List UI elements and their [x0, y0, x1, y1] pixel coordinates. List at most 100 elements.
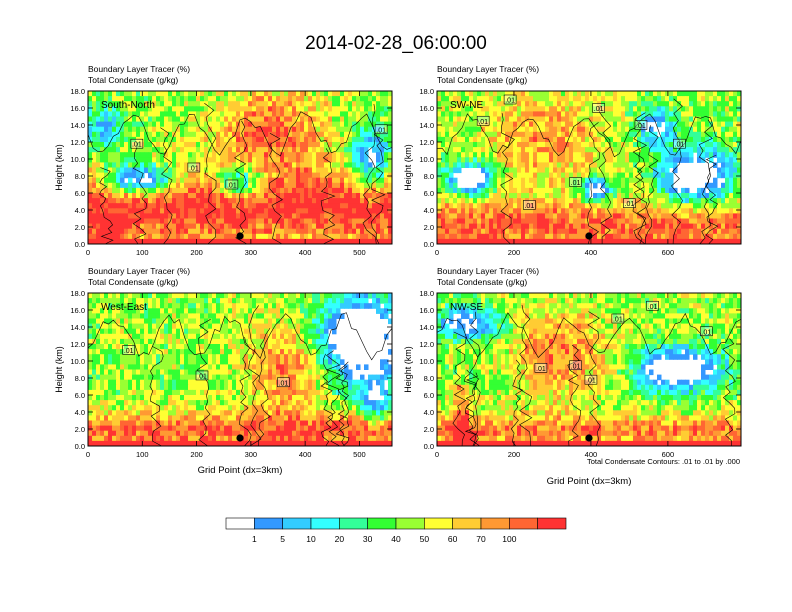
field-cell: [232, 96, 237, 102]
field-cell: [557, 213, 562, 219]
field-cell: [140, 318, 145, 325]
field-cell: [581, 238, 586, 244]
field-cell: [248, 147, 253, 153]
field-cell: [176, 162, 181, 168]
field-cell: [625, 223, 630, 230]
field-cell: [625, 131, 630, 138]
field-cell: [553, 187, 558, 194]
field-cell: [272, 91, 277, 97]
field-cell: [597, 203, 602, 209]
field-cell: [681, 238, 686, 244]
field-cell: [689, 126, 694, 133]
field-cell: [276, 303, 281, 309]
field-cell: [160, 111, 165, 117]
field-cell: [328, 318, 333, 325]
field-cell: [517, 91, 522, 97]
field-cell: [593, 218, 598, 225]
field-cell: [136, 157, 141, 163]
field-cell: [617, 162, 622, 168]
field-cell: [296, 182, 301, 189]
field-cell: [537, 208, 542, 214]
field-cell: [605, 136, 610, 143]
field-cell: [308, 121, 313, 128]
field-cell: [629, 101, 634, 107]
field-cell: [124, 218, 129, 225]
field-cell: [220, 167, 225, 174]
field-cell: [208, 121, 213, 128]
field-cell: [725, 198, 730, 204]
field-cell: [541, 147, 546, 153]
field-cell: [220, 101, 225, 107]
field-cell: [224, 147, 229, 153]
field-cell: [108, 323, 113, 330]
field-cell: [384, 233, 389, 240]
field-cell: [244, 293, 249, 299]
field-cell: [729, 96, 734, 102]
field-cell: [116, 193, 121, 199]
field-cell: [388, 162, 392, 168]
field-cell: [372, 121, 377, 128]
field-cell: [372, 136, 377, 143]
field-cell: [533, 233, 538, 240]
field-cell: [717, 167, 722, 174]
field-cell: [204, 152, 209, 158]
field-cell: [633, 177, 638, 184]
field-cell: [244, 101, 249, 107]
field-cell: [721, 193, 726, 199]
field-cell: [120, 198, 125, 204]
field-cell: [148, 303, 153, 309]
field-cell: [669, 162, 674, 168]
field-cell: [457, 126, 462, 133]
field-cell: [553, 233, 558, 240]
field-cell: [96, 187, 101, 194]
field-cell: [296, 152, 301, 158]
field-cell: [621, 193, 626, 199]
field-cell: [657, 157, 662, 163]
field-cell: [709, 187, 714, 194]
field-cell: [689, 213, 694, 219]
field-cell: [501, 91, 506, 97]
field-cell: [168, 203, 173, 209]
field-cell: [288, 116, 293, 123]
field-cell: [372, 147, 377, 153]
field-cell: [216, 193, 221, 199]
field-cell: [156, 293, 161, 299]
field-cell: [180, 136, 185, 143]
field-cell: [441, 233, 446, 240]
field-cell: [212, 203, 217, 209]
field-cell: [473, 96, 478, 102]
field-cell: [192, 106, 197, 112]
field-cell: [697, 126, 702, 133]
field-cell: [284, 101, 289, 107]
field-cell: [248, 198, 253, 204]
field-cell: [709, 203, 714, 209]
field-cell: [304, 126, 309, 133]
field-cell: [160, 152, 165, 158]
field-cell: [96, 182, 101, 189]
field-cell: [92, 162, 97, 168]
field-cell: [384, 91, 389, 97]
field-cell: [585, 177, 590, 184]
field-cell: [164, 223, 169, 230]
field-cell: [485, 131, 490, 138]
field-cell: [108, 101, 113, 107]
field-cell: [613, 101, 618, 107]
field-cell: [505, 193, 510, 199]
field-cell: [665, 182, 670, 189]
field-cell: [312, 147, 317, 153]
field-cell: [681, 147, 686, 153]
field-cell: [617, 101, 622, 107]
field-cell: [685, 147, 690, 153]
field-cell: [344, 298, 349, 304]
field-cell: [164, 233, 169, 240]
field-cell: [136, 303, 141, 309]
field-cell: [292, 172, 297, 179]
field-cell: [629, 228, 634, 235]
field-cell: [328, 111, 333, 117]
x-tick-label: 400: [299, 248, 312, 257]
field-cell: [152, 106, 157, 112]
field-cell: [288, 318, 293, 325]
field-cell: [465, 157, 470, 163]
field-cell: [272, 177, 277, 184]
field-cell: [184, 91, 189, 97]
